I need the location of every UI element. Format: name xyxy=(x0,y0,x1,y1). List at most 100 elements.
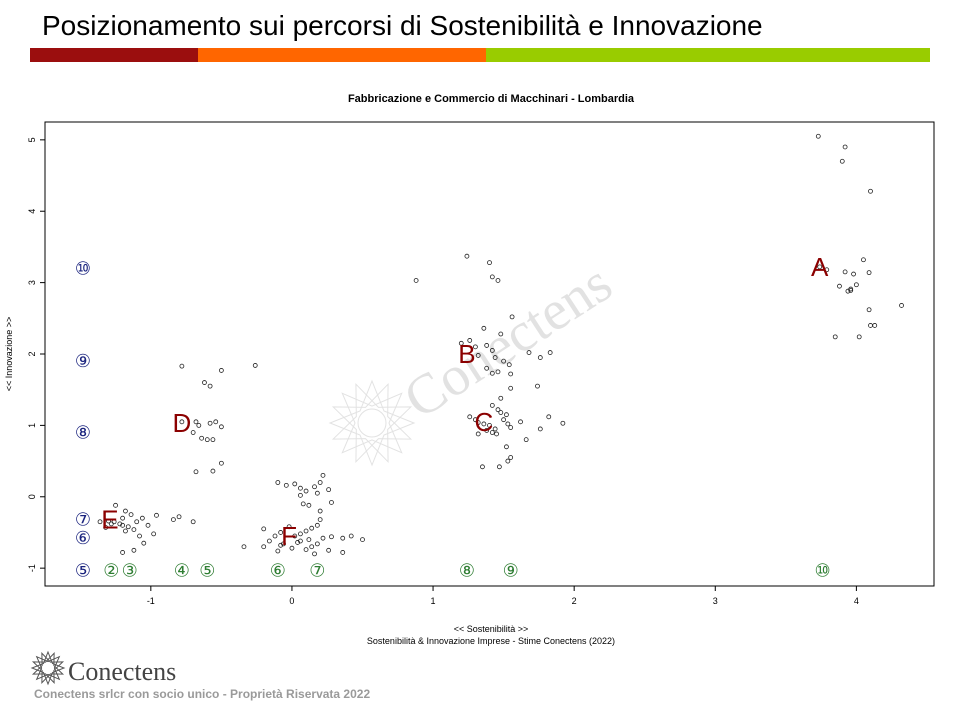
data-point-146 xyxy=(289,545,295,551)
y-tick-label: -1 xyxy=(27,564,37,572)
data-point-79 xyxy=(207,383,213,389)
data-point-131 xyxy=(326,487,332,493)
watermark-star-icon xyxy=(328,379,416,467)
data-point-17 xyxy=(868,323,873,328)
data-point-118 xyxy=(120,522,126,528)
y-rank-marker-1: ⑨ xyxy=(75,351,91,372)
data-point-83 xyxy=(207,420,213,426)
data-point-46 xyxy=(508,385,514,391)
data-point-88 xyxy=(199,435,205,441)
data-point-14 xyxy=(848,288,854,293)
data-point-36 xyxy=(501,358,507,364)
data-point-27 xyxy=(481,325,487,331)
data-point-143 xyxy=(261,526,267,532)
data-point-138 xyxy=(298,531,303,537)
data-point-157 xyxy=(312,551,317,557)
x-tick-label: 4 xyxy=(854,596,859,606)
data-point-26 xyxy=(509,314,515,320)
data-point-134 xyxy=(317,517,323,523)
data-point-117 xyxy=(108,521,114,527)
data-point-151 xyxy=(329,534,334,540)
data-point-92 xyxy=(193,469,199,475)
data-point-141 xyxy=(278,530,284,535)
chart-title: Fabbricazione e Commercio di Macchinari … xyxy=(348,93,635,105)
y-rank-marker-5: ⑤ xyxy=(75,560,91,581)
data-point-39 xyxy=(495,369,501,375)
data-point-31 xyxy=(472,344,478,350)
x-rank-marker-6: ⑧ xyxy=(459,560,475,581)
data-point-125 xyxy=(298,485,303,491)
chart-subtitle: Sostenibilità & Innovazione Imprese - St… xyxy=(367,636,615,646)
data-point-35 xyxy=(492,355,498,360)
data-point-124 xyxy=(320,472,326,478)
data-point-66 xyxy=(560,420,566,426)
data-point-112 xyxy=(131,547,137,553)
data-point-163 xyxy=(295,540,300,545)
data-point-137 xyxy=(303,528,309,534)
cluster-label-c: C xyxy=(474,407,493,437)
y-rank-markers: ⑩ ⑨ ⑧ ⑦⑥ ⑤ xyxy=(75,258,91,581)
data-point-90 xyxy=(218,460,224,466)
data-point-140 xyxy=(286,524,292,530)
data-point-64 xyxy=(475,431,481,437)
data-point-121 xyxy=(303,488,309,494)
cluster-label-f: F xyxy=(281,521,297,551)
data-point-153 xyxy=(348,533,354,539)
data-point-37 xyxy=(506,362,512,368)
data-point-136 xyxy=(309,525,315,531)
data-point-22 xyxy=(487,260,492,266)
data-point-93 xyxy=(113,502,118,508)
data-point-154 xyxy=(360,537,365,542)
y-rank-marker-2: ⑧ xyxy=(75,423,91,444)
data-point-160 xyxy=(261,544,267,550)
x-tick-label: 2 xyxy=(572,596,577,606)
data-point-86 xyxy=(210,437,216,443)
data-point-128 xyxy=(275,480,281,485)
data-point-76 xyxy=(252,363,258,368)
data-point-45 xyxy=(535,383,540,389)
data-point-89 xyxy=(190,430,196,435)
x-rank-marker-2: ④ xyxy=(174,560,190,581)
footer-text: Conectens srlcr con socio unico - Propri… xyxy=(34,687,371,701)
data-point-60 xyxy=(508,425,514,430)
data-point-67 xyxy=(518,419,523,425)
data-point-42 xyxy=(526,350,532,355)
data-point-2 xyxy=(839,158,845,164)
data-point-62 xyxy=(484,427,490,433)
x-axis: -1 0 1 2 3 4 xyxy=(147,586,859,606)
data-point-6 xyxy=(851,271,856,277)
data-point-52 xyxy=(467,414,473,420)
data-point-5 xyxy=(866,270,872,276)
data-point-68 xyxy=(537,426,543,432)
y-tick-label: 4 xyxy=(27,209,37,214)
data-point-58 xyxy=(501,417,507,423)
data-point-40 xyxy=(489,370,495,376)
data-point-142 xyxy=(272,533,278,539)
x-tick-label: 3 xyxy=(713,596,718,606)
y-rank-marker-4: ⑥ xyxy=(75,528,91,549)
x-rank-marker-8: ⑩ xyxy=(814,560,830,581)
data-point-8 xyxy=(824,267,830,273)
data-point-19 xyxy=(832,334,838,340)
data-point-4 xyxy=(861,257,866,263)
data-point-155 xyxy=(340,550,346,555)
x-tick-label: 1 xyxy=(431,596,436,606)
data-point-110 xyxy=(137,533,142,539)
data-point-99 xyxy=(117,521,123,527)
data-point-21 xyxy=(464,253,470,259)
data-point-25 xyxy=(413,278,419,283)
data-point-77 xyxy=(218,368,224,373)
data-point-105 xyxy=(171,517,176,523)
data-point-126 xyxy=(292,481,298,487)
data-point-150 xyxy=(320,535,326,541)
color-stripe-orange xyxy=(198,48,486,62)
data-point-144 xyxy=(266,538,272,544)
data-point-51 xyxy=(504,412,509,418)
logo-star-icon xyxy=(30,650,66,686)
y-rank-marker-3: ⑦ xyxy=(75,510,91,531)
data-point-28 xyxy=(498,331,504,337)
data-point-56 xyxy=(487,422,492,428)
data-points xyxy=(97,133,904,557)
data-point-147 xyxy=(298,538,303,544)
